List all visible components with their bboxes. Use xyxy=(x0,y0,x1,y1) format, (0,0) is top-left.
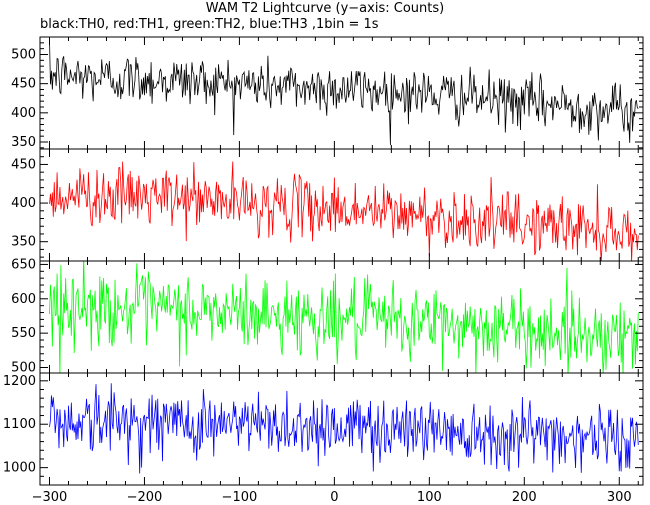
y-tick-label: 400 xyxy=(11,106,36,121)
x-tick-label: −100 xyxy=(222,490,258,505)
series-line-th2 xyxy=(49,261,639,373)
series-line-th1 xyxy=(49,161,639,261)
y-tick-label: 1100 xyxy=(3,417,36,432)
y-tick-label: 1000 xyxy=(3,461,36,476)
panel-frame-th3 xyxy=(39,372,644,486)
chart-title: WAM T2 Lightcurve (y−axis: Counts) xyxy=(205,1,445,16)
x-tick-label: −200 xyxy=(127,490,163,505)
series-line-th0 xyxy=(49,39,639,146)
y-tick-label: 450 xyxy=(11,157,36,172)
y-tick-label: 500 xyxy=(11,361,36,376)
y-tick-label: 400 xyxy=(11,196,36,211)
chart-legend-text: black:TH0, red:TH1, green:TH2, blue:TH3 … xyxy=(40,17,379,32)
y-tick-label: 600 xyxy=(11,292,36,307)
y-tick-label: 550 xyxy=(11,326,36,341)
x-tick-label: 0 xyxy=(330,490,338,505)
y-tick-label: 1200 xyxy=(3,374,36,389)
y-tick-label: 450 xyxy=(11,77,36,92)
x-tick-label: 100 xyxy=(417,490,442,505)
x-tick-label: −300 xyxy=(32,490,68,505)
y-tick-label: 650 xyxy=(11,257,36,272)
y-tick-label: 350 xyxy=(11,235,36,250)
x-tick-label: 200 xyxy=(512,490,537,505)
y-tick-label: 350 xyxy=(11,135,36,150)
y-tick-label: 500 xyxy=(11,48,36,63)
series-line-th3 xyxy=(49,383,639,474)
x-tick-label: 300 xyxy=(607,490,632,505)
